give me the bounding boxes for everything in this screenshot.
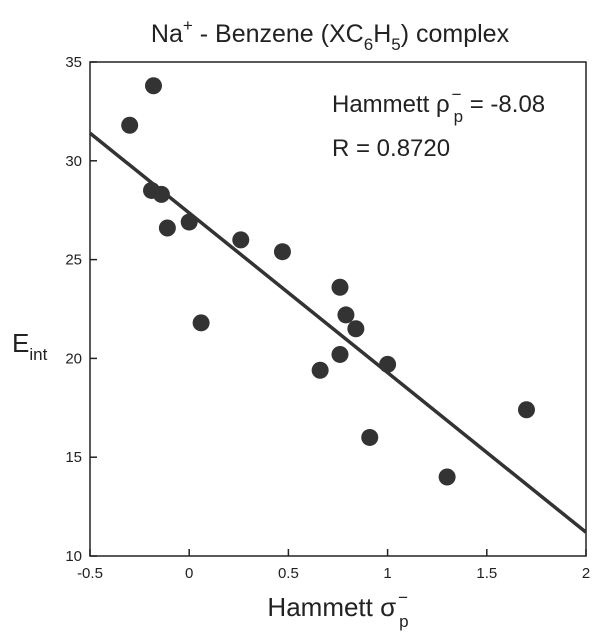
x-tick-label: 1: [383, 565, 391, 582]
data-point: [192, 314, 210, 332]
data-point: [438, 468, 456, 486]
data-point: [331, 278, 349, 296]
data-point: [121, 116, 139, 134]
x-tick-label: 2: [582, 565, 590, 582]
y-axis-label: Eint: [12, 328, 48, 364]
y-tick-label: 15: [65, 449, 82, 466]
r-value-annotation: R = 0.8720: [332, 135, 450, 162]
x-tick-label: 0: [185, 565, 193, 582]
x-tick-label: 0.5: [278, 565, 299, 582]
chart-title: Na+ - Benzene (XC6H5) complex: [151, 16, 510, 54]
data-point: [180, 213, 198, 231]
y-tick-label: 30: [65, 153, 82, 170]
data-point: [331, 345, 349, 363]
data-point: [517, 401, 535, 419]
data-point: [144, 77, 162, 95]
y-tick-label: 25: [65, 252, 82, 269]
y-tick-label: 20: [65, 350, 82, 367]
data-point: [337, 306, 355, 324]
hammett-rho-annotation: Hammett ρ − p = -8.08: [332, 85, 545, 126]
y-axis-ticks: 10 15 20 25 30 35: [65, 54, 97, 565]
data-point: [379, 355, 397, 373]
data-point: [273, 243, 291, 261]
data-points: [121, 77, 535, 486]
plot-frame: [89, 61, 587, 557]
x-tick-label: -0.5: [77, 565, 103, 582]
data-point: [311, 361, 329, 379]
data-point: [232, 231, 250, 249]
data-point: [152, 185, 170, 203]
data-point: [361, 428, 379, 446]
regression-line: [88, 131, 588, 534]
y-tick-label: 10: [65, 548, 82, 565]
x-tick-label: 1.5: [476, 565, 497, 582]
x-axis-label: Hammett σ − p: [267, 588, 408, 631]
x-axis-ticks: -0.5 0 0.5 1 1.5 2: [77, 549, 590, 582]
data-point: [347, 320, 365, 338]
y-tick-label: 35: [65, 54, 82, 71]
data-point: [158, 219, 176, 237]
